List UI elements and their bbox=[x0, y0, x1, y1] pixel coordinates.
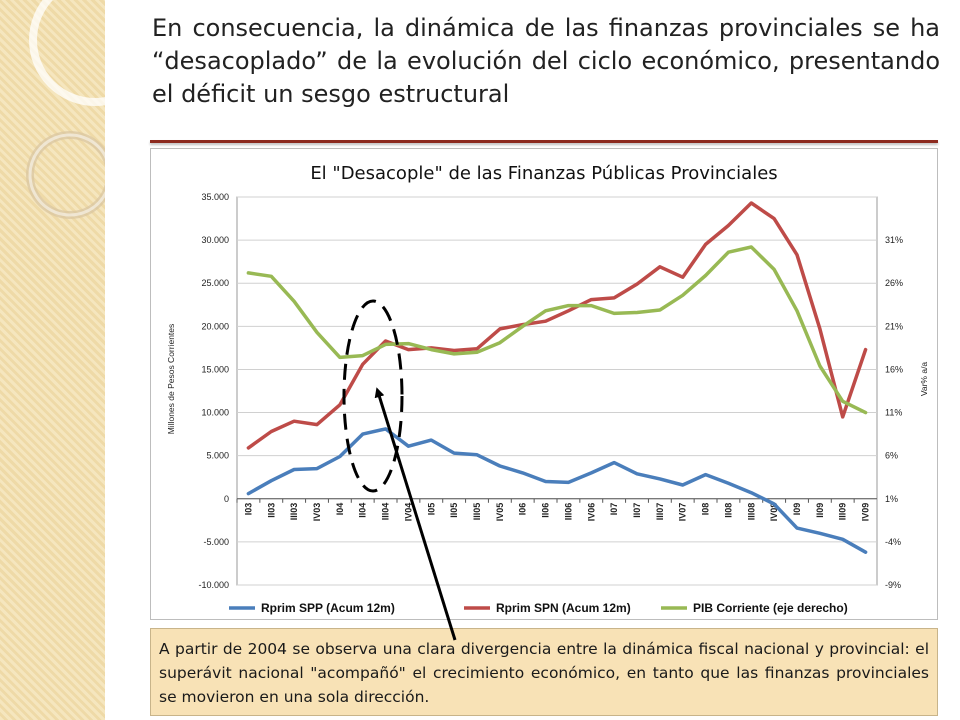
y2-tick-label: -4% bbox=[885, 537, 901, 547]
y-tick-label: 25.000 bbox=[201, 278, 229, 288]
series-line-3 bbox=[246, 245, 868, 415]
y2-tick-label: 16% bbox=[885, 364, 903, 374]
x-tick-label: IV07 bbox=[678, 503, 688, 522]
x-tick-label: IV03 bbox=[312, 503, 322, 522]
x-tick-label: II07 bbox=[632, 503, 642, 518]
x-tick-label: I08 bbox=[701, 503, 711, 516]
x-tick-label: IV08 bbox=[769, 503, 779, 522]
x-tick-label: I05 bbox=[426, 503, 436, 516]
y2-tick-label: -9% bbox=[885, 580, 901, 590]
y-tick-label: -5.000 bbox=[203, 537, 229, 547]
x-tick-label: II03 bbox=[266, 503, 276, 518]
note-box: A partir de 2004 se observa una clara di… bbox=[150, 628, 938, 716]
legend: Rprim SPP (Acum 12m) Rprim SPN (Acum 12m)… bbox=[229, 601, 848, 615]
x-tick-label: IV06 bbox=[586, 503, 596, 522]
y2-tick-label: 21% bbox=[885, 321, 903, 331]
x-tick-label: II08 bbox=[723, 503, 733, 518]
x-tick-label: IV09 bbox=[861, 503, 871, 522]
y2-tick-label: 26% bbox=[885, 278, 903, 288]
legend-label: Rprim SPN (Acum 12m) bbox=[496, 601, 631, 615]
slide-title: En consecuencia, la dinámica de las fina… bbox=[152, 14, 940, 108]
series-line-1 bbox=[246, 427, 868, 554]
grid-layer bbox=[236, 196, 878, 586]
line-chart: -10.000 -5.000 0 5.000 10.000 15.000 20.000 25.… bbox=[166, 163, 929, 615]
x-tick-label: II06 bbox=[541, 503, 551, 518]
x-tick-label: IV05 bbox=[495, 503, 505, 522]
x-tick-label: III06 bbox=[563, 503, 573, 521]
note-text: A partir de 2004 se observa una clara di… bbox=[159, 640, 929, 706]
x-tick-label: III04 bbox=[381, 503, 391, 521]
x-tick-label: III05 bbox=[472, 503, 482, 521]
chart-title: El "Desacople" de las Finanzas Públicas … bbox=[310, 163, 777, 184]
x-tick-label: I07 bbox=[609, 503, 619, 516]
chart-frame: -10.000 -5.000 0 5.000 10.000 15.000 20.000 25.… bbox=[150, 148, 938, 620]
legend-label: Rprim SPP (Acum 12m) bbox=[261, 601, 395, 615]
x-tick-label: II09 bbox=[815, 503, 825, 518]
y-tick-label: 30.000 bbox=[201, 235, 229, 245]
decorative-side-band bbox=[0, 0, 105, 720]
x-tick-label: III07 bbox=[655, 503, 665, 521]
y2-tick-label: 11% bbox=[885, 408, 902, 418]
x-tick-label: III09 bbox=[838, 503, 848, 521]
y-tick-label: 15.000 bbox=[201, 364, 229, 374]
x-tick-label: II04 bbox=[358, 503, 368, 518]
x-tick-label: III03 bbox=[289, 503, 299, 521]
y2-axis-label: Var% a/a bbox=[919, 362, 929, 397]
y-tick-label: 20.000 bbox=[201, 321, 229, 331]
y2-tick-label: 31% bbox=[885, 235, 903, 245]
axis-layer: -10.000 -5.000 0 5.000 10.000 15.000 20.000 25.… bbox=[198, 192, 903, 590]
x-tick-label: I09 bbox=[792, 503, 802, 516]
y-tick-label: 5.000 bbox=[206, 451, 229, 461]
x-tick-label: IV04 bbox=[403, 503, 413, 522]
x-tick-label: I04 bbox=[335, 503, 345, 516]
x-tick-label: I06 bbox=[518, 503, 528, 516]
legend-label: PIB Corriente (eje derecho) bbox=[693, 601, 848, 615]
title-divider bbox=[150, 140, 938, 143]
plot-area bbox=[236, 196, 878, 586]
x-tick-label: III08 bbox=[746, 503, 756, 521]
y-axis-label: Millones de Pesos Corrientes bbox=[166, 324, 176, 435]
y2-tick-label: 1% bbox=[885, 494, 898, 504]
y-tick-label: 35.000 bbox=[201, 192, 229, 202]
x-tick-label: I03 bbox=[243, 503, 253, 516]
x-tick-label: II05 bbox=[449, 503, 459, 518]
y-tick-label: -10.000 bbox=[198, 580, 229, 590]
y2-tick-label: 6% bbox=[885, 451, 898, 461]
y-tick-label: 0 bbox=[224, 494, 229, 504]
y-tick-label: 10.000 bbox=[201, 408, 229, 418]
